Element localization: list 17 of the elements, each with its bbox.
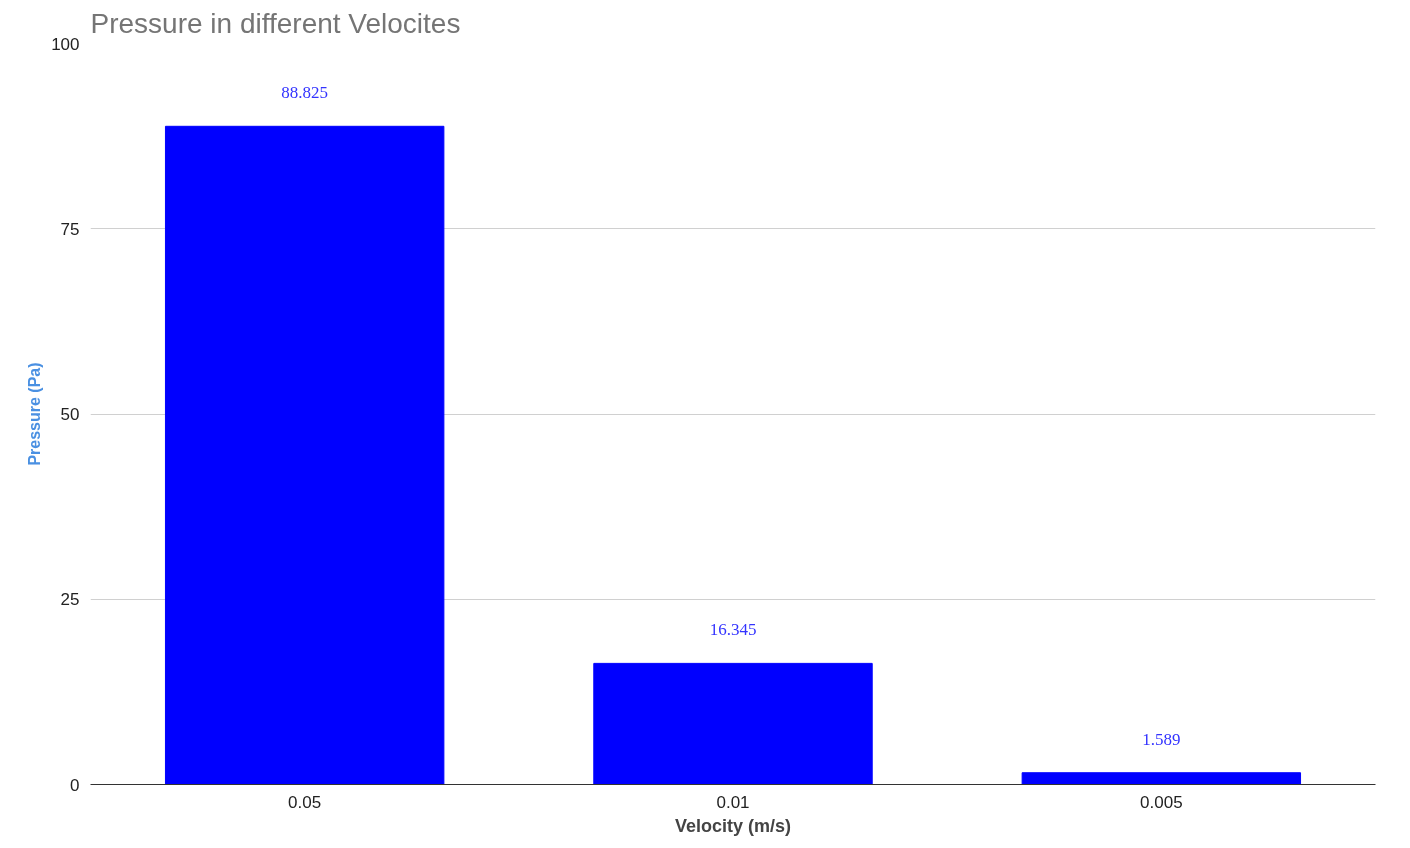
y-axis-title: Pressure (Pa) xyxy=(26,362,44,466)
y-tick-label: 75 xyxy=(60,219,80,239)
y-tick-label: 0 xyxy=(70,775,80,795)
y-tick-label: 100 xyxy=(51,34,80,54)
x-tick-label: 0.01 xyxy=(716,792,750,812)
x-tick-label: 0.005 xyxy=(1140,792,1183,812)
y-tick-label: 50 xyxy=(60,405,80,424)
bar xyxy=(1021,772,1302,785)
x-tick-label: 0.05 xyxy=(288,792,322,812)
chart-title: Pressure in different Velocites xyxy=(90,7,461,39)
data-label: 16.345 xyxy=(709,620,757,640)
x-axis-title: Velocity (m/s) xyxy=(674,815,792,836)
y-tick-label: 25 xyxy=(60,590,80,610)
data-label: 88.825 xyxy=(281,83,329,103)
bar xyxy=(593,662,873,785)
bar xyxy=(164,125,445,785)
data-label: 1.589 xyxy=(1142,729,1181,749)
